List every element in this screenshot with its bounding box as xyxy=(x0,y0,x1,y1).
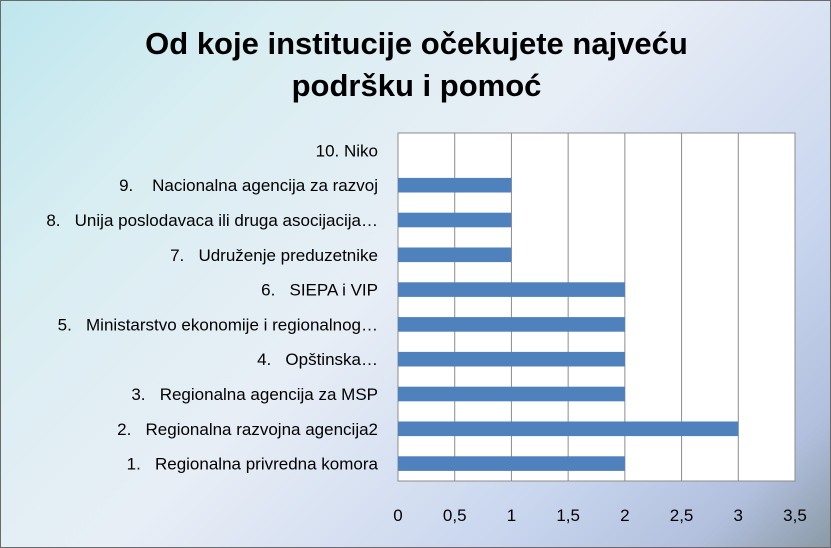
x-tick-label: 0 xyxy=(393,506,402,525)
category-label: 4. Opštinska… xyxy=(257,350,378,369)
bar xyxy=(398,212,512,228)
x-tick-label: 2 xyxy=(620,506,629,525)
bar xyxy=(398,247,512,263)
chart-title-line-2: podršku i pomoć xyxy=(291,68,542,103)
bar xyxy=(398,386,625,402)
x-tick-label: 1 xyxy=(507,506,516,525)
category-label: 10. Niko xyxy=(316,141,378,160)
bar xyxy=(398,351,625,367)
category-label: 6. SIEPA i VIP xyxy=(261,281,378,300)
category-label: 7. Udruženje preduzetnike xyxy=(170,246,378,265)
category-label: 1. Regionalna privredna komora xyxy=(127,455,379,474)
category-label: 8. Unija poslodavaca ili druga asocijaci… xyxy=(46,211,378,230)
bar xyxy=(398,282,625,297)
chart-title: Od koje institucije očekujete najveću po… xyxy=(1,23,830,107)
bar xyxy=(398,456,625,471)
chart-title-line-1: Od koje institucije očekujete najveću xyxy=(145,26,688,61)
bar xyxy=(398,177,512,193)
category-label: 3. Regionalna agencija za MSP xyxy=(131,385,378,404)
x-tick-label: 3 xyxy=(734,506,743,525)
category-label: 9. Nacionalna agencija za razvoj xyxy=(119,176,378,195)
bar xyxy=(398,317,625,332)
x-tick-label: 1,5 xyxy=(556,506,580,525)
category-label: 5. Ministarstvo ekonomije i regionalnog… xyxy=(58,315,378,334)
category-label: 2. Regionalna razvojna agencija2 xyxy=(117,420,378,439)
bar xyxy=(398,421,739,437)
x-tick-label: 0,5 xyxy=(443,506,467,525)
x-tick-label: 2,5 xyxy=(670,506,694,525)
x-tick-label: 3,5 xyxy=(783,506,807,525)
plot-border xyxy=(397,132,796,482)
